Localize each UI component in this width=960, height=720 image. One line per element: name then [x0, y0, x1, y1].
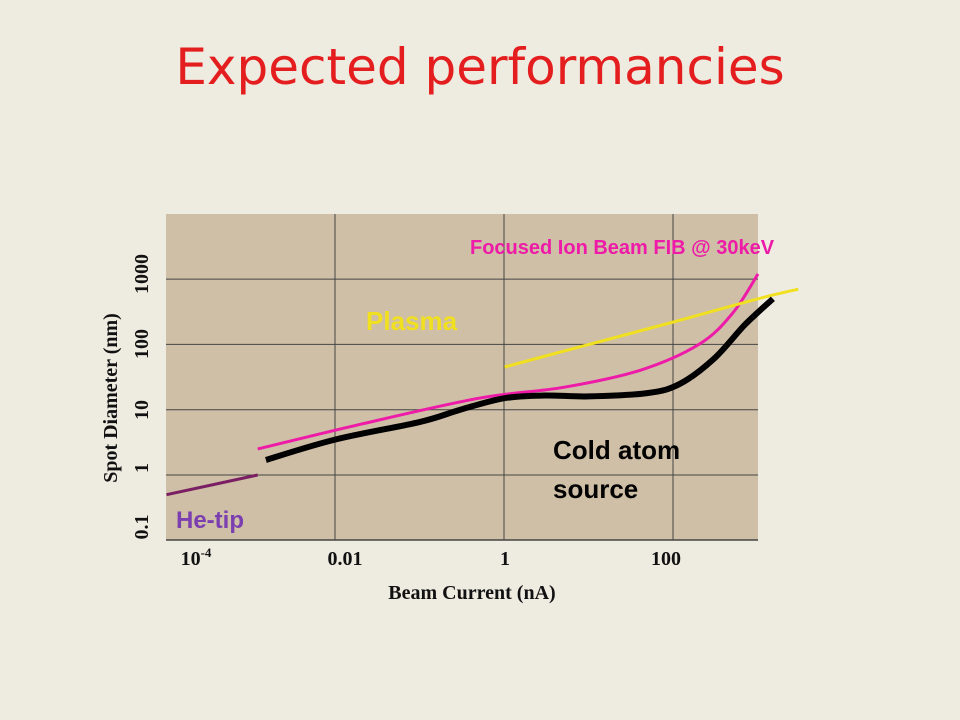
y-tick-label: 10 [131, 400, 153, 420]
y-tick-labels: 0.1 1 10 100 1000 [131, 254, 153, 540]
y-tick-label: 1000 [131, 254, 153, 294]
y-tick-label: 100 [131, 329, 153, 359]
slide-title: Expected performancies [175, 38, 785, 96]
plot-area [166, 214, 758, 540]
series-layer [166, 273, 799, 497]
series-line-cold-atom-source [265, 296, 775, 463]
series-line-focused-ion-beam-fib-30kev [257, 273, 760, 451]
fib-series-label: Focused Ion Beam FIB @ 30keV [470, 237, 775, 259]
x-tick-label: 10-4 [181, 545, 212, 570]
x-tick-labels: 10-4 0.01 1 100 [181, 545, 681, 570]
cold-atom-label-line2: source [553, 474, 638, 504]
x-tick-label: 1 [500, 548, 510, 570]
x-axis-label: Beam Current (nA) [388, 582, 555, 604]
y-axis-label: Spot Diameter (nm) [100, 313, 122, 483]
x-tick-label: 0.01 [328, 548, 363, 570]
he-tip-series-label: He-tip [176, 507, 244, 534]
y-tick-label: 1 [131, 463, 153, 473]
y-tick-label: 0.1 [131, 515, 153, 540]
plasma-series-label: Plasma [366, 306, 458, 336]
x-tick-label: 100 [651, 548, 681, 570]
series-line-plasma [504, 287, 799, 369]
series-line-he-tip [166, 473, 259, 497]
grid-lines [166, 214, 758, 541]
cold-atom-label-line1: Cold atom [553, 435, 680, 465]
